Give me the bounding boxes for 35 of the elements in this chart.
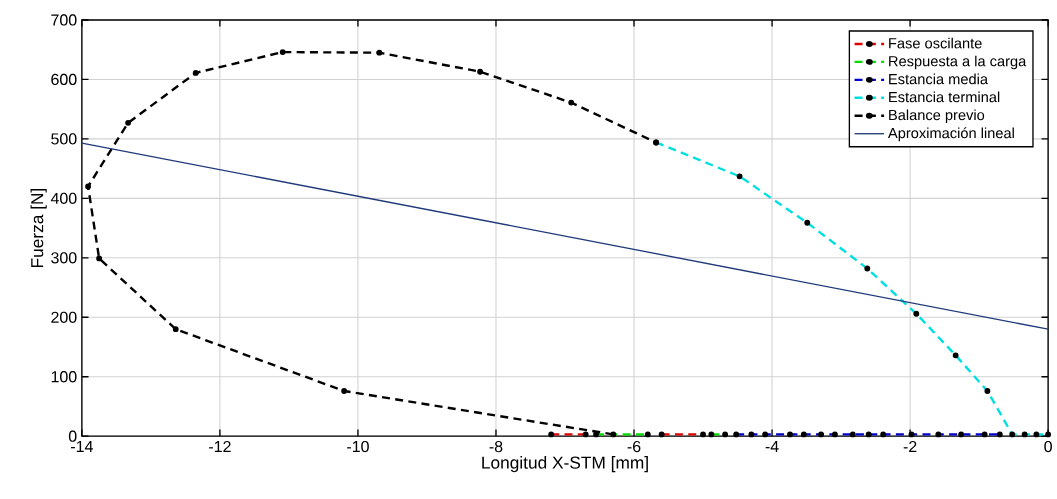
point <box>341 388 348 394</box>
y-tick-label: 600 <box>51 73 77 86</box>
x-tick-label: 0 <box>1044 440 1052 453</box>
point <box>172 326 179 333</box>
y-tick-label: 200 <box>51 311 77 323</box>
legend-label: Estancia media <box>889 73 989 85</box>
y-axis-title: Fuerza [N] <box>30 188 47 267</box>
x-tick-label: -12 <box>209 440 231 453</box>
y-tick-label: 500 <box>51 133 77 145</box>
x-tick-label: -10 <box>347 440 369 453</box>
legend-label: Fase oscilante <box>889 37 982 49</box>
point <box>192 69 199 76</box>
x-tick-label: -14 <box>71 440 93 452</box>
y-tick-label: 0 <box>68 430 77 442</box>
y-tick-label: 100 <box>51 371 77 383</box>
point <box>96 255 103 262</box>
point <box>376 49 383 56</box>
point <box>85 183 92 190</box>
y-tick-label: 400 <box>50 192 77 204</box>
legend-label: Respuesta a la carga <box>889 55 1027 70</box>
point <box>477 68 484 75</box>
legend-label: Balance previo <box>889 109 985 123</box>
x-tick-label: -6 <box>627 440 641 453</box>
legend-label: Estancia terminal <box>889 91 1000 103</box>
point <box>279 49 286 55</box>
legend-label: Aproximación lineal <box>887 127 1014 142</box>
x-tick-label: -4 <box>765 440 779 452</box>
point <box>568 99 575 106</box>
y-tick-label: 700 <box>51 14 77 26</box>
point <box>610 431 617 438</box>
x-axis-title: Longitud X-STM [mm] <box>482 455 648 473</box>
x-tick-label: -2 <box>903 440 917 453</box>
point <box>125 119 132 126</box>
y-tick-label: 300 <box>51 252 77 264</box>
x-tick-label: -8 <box>489 440 503 453</box>
